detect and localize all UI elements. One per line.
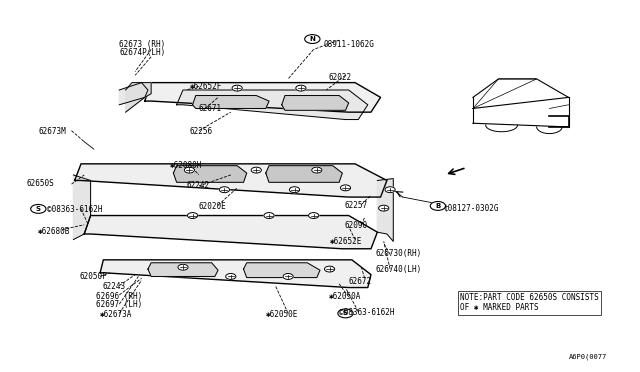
Circle shape — [430, 202, 445, 211]
Circle shape — [188, 212, 198, 218]
Text: 626730(RH): 626730(RH) — [376, 250, 422, 259]
Circle shape — [379, 205, 389, 211]
Text: 62022: 62022 — [329, 73, 352, 82]
Text: S: S — [36, 206, 41, 212]
Text: 62673 (RH): 62673 (RH) — [119, 41, 166, 49]
Text: 62671: 62671 — [199, 104, 222, 113]
Text: B: B — [435, 203, 440, 209]
Text: 62697 (LH): 62697 (LH) — [96, 300, 142, 310]
Circle shape — [296, 85, 306, 91]
Text: 62243: 62243 — [102, 282, 125, 291]
Circle shape — [184, 167, 195, 173]
Text: ✱62652F: ✱62652F — [189, 82, 221, 91]
Text: 626740(LH): 626740(LH) — [376, 265, 422, 274]
Polygon shape — [148, 263, 218, 276]
Polygon shape — [378, 179, 394, 241]
Text: 62650S: 62650S — [27, 179, 54, 188]
Polygon shape — [145, 83, 381, 112]
Text: N: N — [309, 36, 316, 42]
Text: ¢08127-0302G: ¢08127-0302G — [443, 204, 499, 214]
Circle shape — [338, 309, 353, 318]
Text: ✱62080H: ✱62080H — [170, 161, 203, 170]
Circle shape — [324, 266, 335, 272]
Text: 62673M: 62673M — [38, 127, 66, 136]
Text: ✱62680B: ✱62680B — [38, 227, 70, 235]
Text: 08911-1062G: 08911-1062G — [323, 41, 374, 49]
Text: A6P0(0077: A6P0(0077 — [568, 353, 607, 359]
Text: ©08363-6162H: ©08363-6162H — [47, 205, 103, 214]
Circle shape — [283, 273, 293, 279]
Polygon shape — [282, 96, 349, 110]
Circle shape — [178, 264, 188, 270]
Circle shape — [305, 35, 320, 44]
Text: 62242: 62242 — [186, 181, 209, 190]
Polygon shape — [193, 96, 269, 109]
Text: 62674P(LH): 62674P(LH) — [119, 48, 166, 57]
Circle shape — [289, 187, 300, 193]
Circle shape — [251, 167, 261, 173]
Text: 62090: 62090 — [344, 221, 367, 230]
Text: 62020E: 62020E — [199, 202, 227, 211]
Text: 62257: 62257 — [344, 201, 367, 210]
Polygon shape — [125, 83, 151, 112]
Polygon shape — [119, 83, 148, 105]
Text: 62050F: 62050F — [80, 272, 108, 281]
Text: ©08363-6162H: ©08363-6162H — [339, 308, 395, 317]
Circle shape — [312, 167, 322, 173]
Text: 62256: 62256 — [189, 127, 212, 136]
Text: ✱62050E: ✱62050E — [266, 310, 298, 319]
Circle shape — [232, 85, 243, 91]
Circle shape — [264, 212, 274, 218]
Text: NOTE:PART CODE 62650S CONSISTS
OF ✱ MARKED PARTS: NOTE:PART CODE 62650S CONSISTS OF ✱ MARK… — [460, 293, 599, 312]
Text: ✱62652E: ✱62652E — [330, 237, 363, 246]
Circle shape — [340, 185, 351, 191]
Polygon shape — [244, 263, 320, 278]
Text: 62696 (RH): 62696 (RH) — [96, 292, 142, 301]
Text: 62672: 62672 — [349, 277, 372, 286]
Text: ✱62673A: ✱62673A — [100, 310, 132, 319]
Polygon shape — [84, 215, 378, 249]
Polygon shape — [74, 175, 91, 240]
Circle shape — [220, 187, 230, 193]
Circle shape — [308, 212, 319, 218]
Text: ✱62050A: ✱62050A — [329, 292, 362, 301]
Polygon shape — [266, 166, 342, 182]
Text: S: S — [343, 310, 348, 316]
Circle shape — [31, 205, 46, 213]
Polygon shape — [100, 260, 371, 288]
Polygon shape — [173, 166, 246, 182]
Circle shape — [385, 187, 395, 193]
Polygon shape — [177, 90, 368, 119]
Circle shape — [226, 273, 236, 279]
Polygon shape — [75, 164, 387, 197]
